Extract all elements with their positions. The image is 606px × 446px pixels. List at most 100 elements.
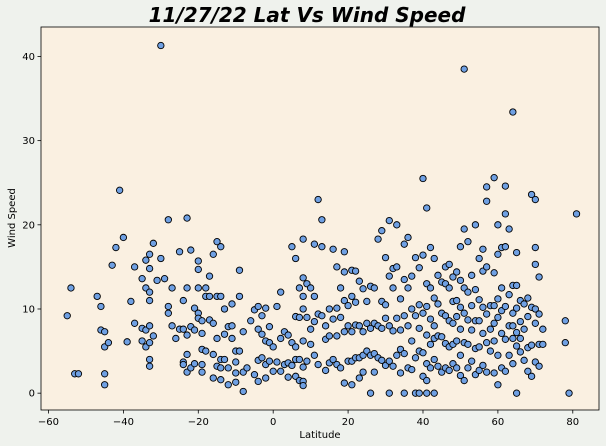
data-point <box>265 323 274 331</box>
data-point <box>235 266 244 274</box>
data-point <box>366 389 375 397</box>
data-point <box>273 302 281 311</box>
data-point <box>486 347 495 355</box>
data-point <box>524 367 532 375</box>
data-point <box>464 316 472 324</box>
data-point <box>430 322 438 330</box>
data-point <box>404 233 412 242</box>
data-point <box>393 263 401 271</box>
data-point <box>385 322 393 330</box>
data-point <box>258 312 266 320</box>
data-point <box>310 317 319 326</box>
data-point <box>512 281 521 290</box>
data-point <box>408 365 416 374</box>
data-point <box>299 381 307 390</box>
data-point <box>464 237 472 246</box>
data-point <box>145 264 154 273</box>
data-point <box>295 284 304 292</box>
data-point <box>123 338 131 346</box>
data-point <box>411 354 420 362</box>
data-point <box>512 304 521 312</box>
data-point <box>355 322 363 330</box>
data-point <box>220 330 229 338</box>
data-point <box>423 331 431 339</box>
data-point <box>145 322 154 330</box>
y-tick-label: 40 <box>22 52 35 63</box>
data-point <box>220 355 229 364</box>
data-point <box>453 337 461 345</box>
data-point <box>239 387 247 396</box>
data-point <box>232 378 240 386</box>
data-point <box>101 370 109 378</box>
data-point <box>359 285 367 293</box>
data-point <box>419 309 427 317</box>
data-point <box>348 381 356 389</box>
data-point <box>235 292 244 301</box>
data-point <box>348 292 356 301</box>
data-point <box>423 204 431 212</box>
data-point <box>258 354 266 362</box>
data-point <box>561 339 569 347</box>
data-point <box>179 325 187 333</box>
data-point <box>468 326 476 334</box>
data-point <box>434 271 442 279</box>
data-point <box>479 329 487 338</box>
data-point <box>460 309 468 317</box>
data-point <box>370 284 378 292</box>
data-point <box>494 381 502 389</box>
data-point <box>505 225 513 233</box>
data-point <box>512 389 521 397</box>
y-tick-label: 10 <box>22 304 35 315</box>
data-point <box>145 362 154 370</box>
data-point <box>355 374 363 382</box>
data-point <box>232 358 240 366</box>
y-tick-label: 20 <box>22 220 35 231</box>
data-point <box>509 322 517 330</box>
data-point <box>168 284 176 292</box>
data-point <box>269 343 277 351</box>
data-point <box>127 297 135 306</box>
data-point <box>269 367 277 375</box>
data-point <box>426 364 435 372</box>
data-point <box>145 250 154 258</box>
data-point <box>228 300 236 308</box>
data-point <box>277 288 285 296</box>
data-point <box>198 317 206 325</box>
data-point <box>209 374 217 382</box>
data-point <box>306 340 315 348</box>
data-point <box>310 240 319 248</box>
data-point <box>381 253 390 262</box>
data-point <box>93 292 101 301</box>
data-point <box>419 349 427 357</box>
data-point <box>333 332 341 340</box>
data-point <box>494 295 502 303</box>
data-point <box>385 389 393 397</box>
data-point <box>299 235 307 243</box>
data-point <box>527 341 536 349</box>
data-point <box>145 339 154 347</box>
x-tick-label: −40 <box>113 417 134 428</box>
data-point <box>299 292 307 301</box>
data-point <box>389 362 397 370</box>
data-point <box>453 268 461 276</box>
data-point <box>539 340 547 348</box>
data-point <box>411 312 420 320</box>
data-point <box>202 347 210 355</box>
data-point <box>419 174 427 183</box>
data-point <box>160 275 169 283</box>
data-point <box>501 210 510 218</box>
data-point <box>318 216 326 224</box>
data-point <box>535 273 543 281</box>
data-point <box>329 315 337 323</box>
data-point <box>318 312 326 320</box>
data-point <box>97 302 105 311</box>
data-point <box>449 273 457 281</box>
data-point <box>284 373 292 381</box>
data-point <box>520 325 528 333</box>
data-points <box>63 41 581 397</box>
data-point <box>299 274 307 282</box>
data-point <box>183 350 191 359</box>
data-point <box>501 335 510 343</box>
data-point <box>112 243 120 252</box>
